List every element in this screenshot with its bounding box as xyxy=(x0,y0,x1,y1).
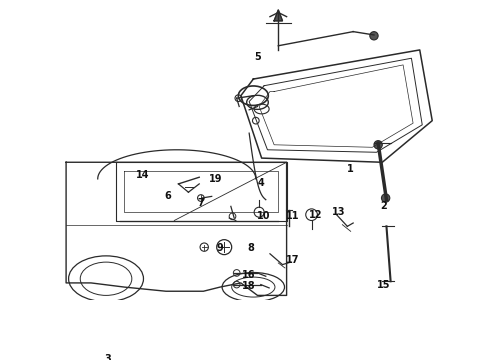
Text: 10: 10 xyxy=(257,211,270,221)
Text: 11: 11 xyxy=(286,211,299,221)
Text: 13: 13 xyxy=(332,207,346,217)
Text: 8: 8 xyxy=(247,243,254,253)
Text: 9: 9 xyxy=(217,243,223,253)
Circle shape xyxy=(374,141,382,149)
Text: 18: 18 xyxy=(243,281,256,291)
Text: 2: 2 xyxy=(380,201,387,211)
Text: 3: 3 xyxy=(104,355,111,360)
Text: 17: 17 xyxy=(286,255,299,265)
Text: 12: 12 xyxy=(309,210,322,220)
Text: 6: 6 xyxy=(164,190,171,201)
Text: 5: 5 xyxy=(254,51,261,62)
Text: 4: 4 xyxy=(257,178,264,188)
Polygon shape xyxy=(274,10,282,21)
Text: 16: 16 xyxy=(243,270,256,280)
Circle shape xyxy=(370,32,378,40)
Circle shape xyxy=(382,194,390,202)
Text: 15: 15 xyxy=(377,280,391,289)
Text: 7: 7 xyxy=(197,198,204,208)
Text: 1: 1 xyxy=(347,164,354,174)
Text: 19: 19 xyxy=(209,174,222,184)
Text: 14: 14 xyxy=(136,170,149,180)
